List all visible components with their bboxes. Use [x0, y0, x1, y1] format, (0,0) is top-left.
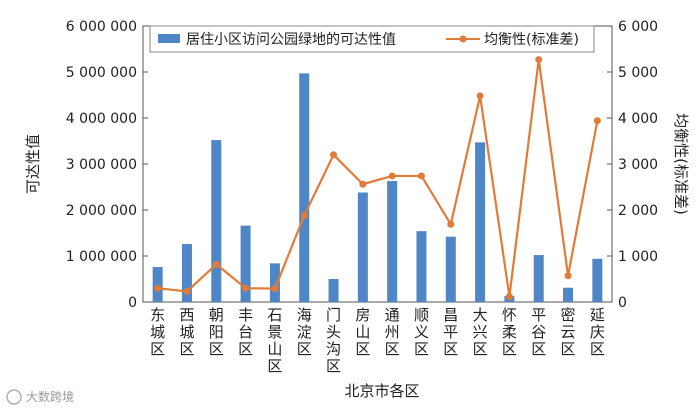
bar [181, 244, 192, 302]
line-point [271, 285, 279, 293]
line-point [505, 292, 513, 300]
x-tick-label: 西城区 [179, 306, 194, 358]
legend-box [149, 25, 595, 53]
left-tick-label: 1 000 000 [66, 249, 137, 265]
bar [475, 142, 486, 302]
bar-series [152, 73, 603, 302]
bar [563, 287, 574, 302]
line-point [447, 220, 455, 228]
left-tick-label: 0 [128, 295, 137, 311]
x-tick-label: 延庆区 [590, 306, 605, 358]
line-series [154, 56, 601, 300]
bar [328, 279, 339, 302]
y-axis-title-left: 可达性值 [24, 134, 42, 194]
line-point [417, 172, 425, 180]
y-axis-title-right: 均衡性(标准差) [672, 113, 690, 215]
legend: 居住小区访问公园绿地的可达性值 均衡性(标准差) [149, 25, 595, 53]
right-tick-label: 3 000 [618, 157, 658, 173]
bar [416, 231, 427, 302]
x-axis-title: 北京市各区 [344, 382, 419, 400]
x-tick-label: 昌平区 [443, 306, 458, 358]
x-tick-label: 丰台区 [238, 306, 253, 358]
x-tick-label: 通州区 [385, 306, 400, 358]
right-tick-label: 0 [618, 295, 627, 311]
legend-bar-label: 居住小区访问公园绿地的可达性值 [186, 32, 396, 48]
line-point [242, 284, 250, 292]
left-tick-label: 2 000 000 [66, 203, 137, 219]
line-point [359, 180, 367, 188]
left-tick-label: 4 000 000 [66, 111, 137, 127]
x-tick-label: 怀柔区 [502, 306, 517, 358]
bar [445, 236, 456, 302]
line-point [330, 151, 338, 159]
bar [269, 263, 280, 302]
x-tick-label: 石景山区 [267, 306, 282, 375]
x-axis-labels: 东城区西城区朝阳区丰台区石景山区海淀区门头沟区房山区通州区顺义区昌平区大兴区怀柔… [150, 306, 605, 375]
right-tick-label: 1 000 [618, 249, 658, 265]
bar [299, 73, 310, 302]
x-tick-label: 朝阳区 [209, 306, 224, 358]
line-point [476, 92, 484, 100]
watermark-text: 大数跨境 [26, 389, 74, 404]
x-tick-label: 大兴区 [473, 306, 488, 358]
legend-line-marker [459, 35, 467, 43]
line-point [212, 260, 220, 268]
legend-line-label: 均衡性(标准差) [484, 32, 579, 48]
bar [240, 225, 251, 302]
x-tick-label: 平谷区 [531, 306, 546, 358]
x-tick-label: 密云区 [561, 306, 576, 358]
bar [592, 258, 603, 302]
right-tick-label: 2 000 [618, 203, 658, 219]
bar [211, 140, 222, 302]
line-point [564, 272, 572, 280]
bar [533, 255, 544, 302]
line-path [157, 58, 599, 298]
left-tick-label: 6 000 000 [66, 19, 137, 35]
line-point [154, 284, 162, 292]
x-tick-label: 东城区 [150, 306, 165, 358]
right-tick-label: 5 000 [618, 65, 658, 81]
line-point [388, 172, 396, 180]
bar [152, 267, 163, 302]
right-tick-label: 6 000 [618, 19, 658, 35]
left-tick-label: 3 000 000 [66, 157, 137, 173]
left-tick-label: 5 000 000 [66, 65, 137, 81]
bar [387, 181, 398, 302]
right-tick-label: 4 000 [618, 111, 658, 127]
left-axis: 0 1 000 000 2 000 000 3 000 000 4 000 000 5 0… [66, 19, 148, 311]
watermark: 大数跨境 [6, 389, 74, 405]
line-point [535, 56, 543, 64]
bar [357, 192, 368, 302]
x-tick-label: 房山区 [355, 306, 370, 358]
right-axis: 0 1 000 2 000 3 000 4 000 5 000 6 000 [607, 19, 658, 311]
x-tick-label: 海淀区 [297, 306, 312, 358]
x-tick-label: 顺义区 [414, 306, 429, 358]
legend-bar-swatch [158, 34, 180, 43]
line-point [593, 117, 601, 125]
x-tick-label: 门头沟区 [326, 306, 341, 375]
line-point [183, 287, 191, 295]
line-point [300, 212, 308, 220]
watermark-logo-icon [6, 389, 22, 405]
